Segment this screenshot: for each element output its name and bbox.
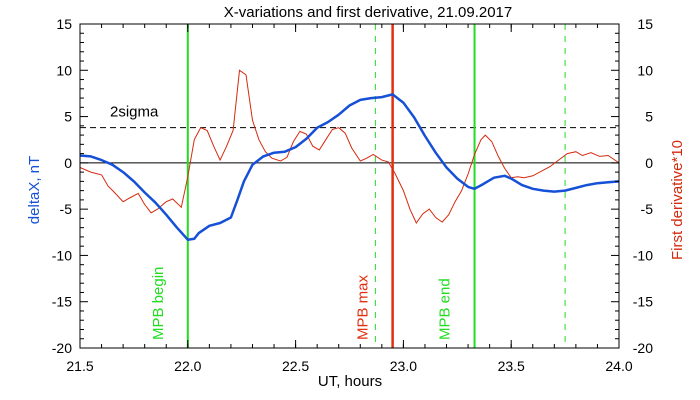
- y-right-tick-label: 15: [637, 16, 653, 32]
- y-left-tick-label: 5: [64, 109, 72, 125]
- y-right-tick-label: 10: [637, 62, 653, 78]
- y-left-tick-label: -15: [52, 294, 72, 310]
- y-right-tick-label: 5: [645, 109, 653, 125]
- plot-frame: [79, 23, 620, 349]
- x-tick-label: 23.5: [498, 358, 525, 374]
- x-tick-label: 24.0: [605, 358, 632, 374]
- plot-area: 2sigma MPB begin MPB max MPB end 21.5 22.0 22.…: [52, 16, 653, 374]
- marker-label-0: MPB begin: [150, 267, 167, 340]
- chart-title: X-variations and first derivative, 21.09…: [224, 4, 513, 21]
- marker-label-1: MPB max: [355, 274, 372, 340]
- x-axis-title: UT, hours: [318, 373, 382, 390]
- y-axis-right-title: First derivative*10: [669, 140, 686, 260]
- x-tick-label: 23.0: [390, 358, 417, 374]
- y-left-tick-label: 0: [64, 155, 72, 171]
- marker-label-2: MPB end: [437, 278, 454, 340]
- y-left-tick-label: 15: [56, 16, 72, 32]
- y-right-tick-label: 0: [645, 155, 653, 171]
- x-tick-label: 22.0: [174, 358, 201, 374]
- y-left-tick-label: -20: [52, 340, 72, 356]
- y-axis-left-title: deltaX, nT: [26, 156, 43, 224]
- x-tick-label: 21.5: [66, 358, 93, 374]
- y-right-tick-label: -10: [633, 247, 653, 263]
- deltax-line: [79, 93, 620, 241]
- y-left-tick-label: -10: [52, 247, 72, 263]
- derivative-line: [79, 69, 620, 224]
- y-left-tick-label: 10: [56, 62, 72, 78]
- y-left-tick-label: -5: [60, 201, 73, 217]
- x-tick-label: 22.5: [282, 358, 309, 374]
- y-right-tick-label: -15: [633, 294, 653, 310]
- y-right-tick-label: -5: [641, 201, 654, 217]
- y-right-tick-label: -20: [633, 340, 653, 356]
- sigma-label: 2sigma: [110, 104, 159, 121]
